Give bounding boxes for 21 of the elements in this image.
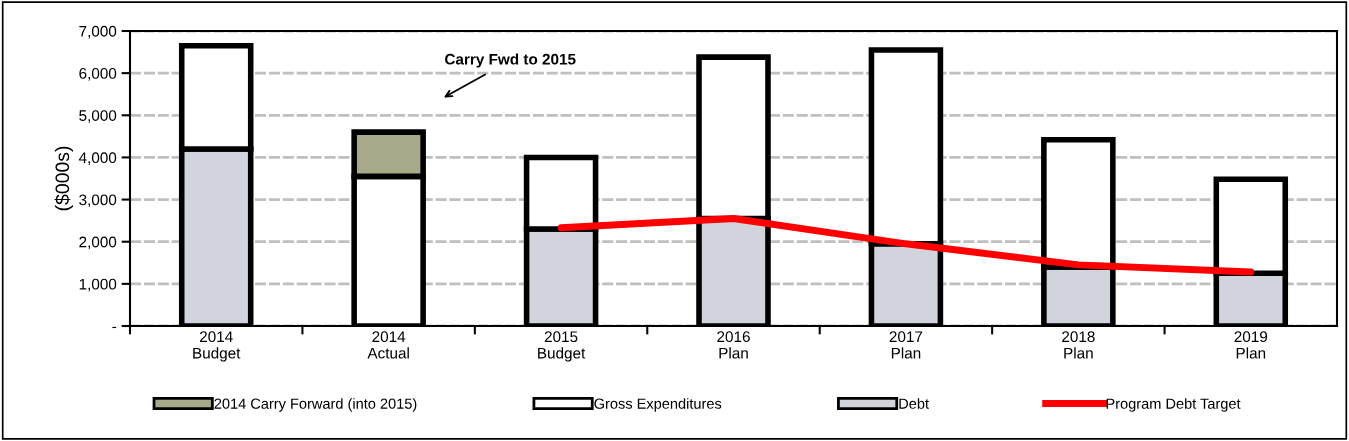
y-tick-label: 7,000 — [79, 25, 117, 39]
y-axis-title: ($000s) — [54, 146, 74, 211]
x-tick-label: 2016 Plan — [717, 331, 750, 359]
legend-label: Gross Expenditures — [594, 398, 722, 412]
x-tick-label: 2018 Plan — [1062, 331, 1095, 359]
x-tick-label: 2014 Budget — [193, 331, 241, 362]
y-tick-label: 5,000 — [79, 110, 117, 123]
y-tick-label: 4,000 — [78, 152, 117, 165]
y-tick-label: 1,000 — [79, 278, 117, 292]
x-tick-label: 2019 Plan — [1234, 331, 1268, 359]
y-tick-label: 2,000 — [79, 236, 117, 250]
legend-label: Debt — [899, 398, 929, 409]
y-tick-label: 6,000 — [79, 68, 117, 81]
legend-label: Program Debt Target — [1106, 398, 1241, 412]
x-tick-label: 2017 Plan — [889, 331, 923, 359]
x-tick-label: 2014 Actual — [367, 331, 409, 359]
annotation: Carry Fwd to 2015 — [445, 53, 576, 68]
legend-label: 2014 Carry Forward (into 2015) — [214, 398, 417, 412]
x-tick-label: 2015 Budget — [538, 331, 586, 362]
y-tick-label: 3,000 — [79, 194, 117, 208]
y-tick-label: - — [112, 326, 117, 329]
